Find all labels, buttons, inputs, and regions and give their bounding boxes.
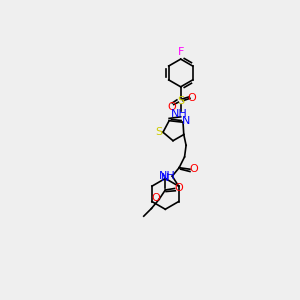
- Text: F: F: [178, 47, 184, 57]
- Text: O: O: [189, 164, 198, 174]
- Text: S: S: [177, 96, 184, 106]
- Text: O: O: [152, 194, 161, 203]
- Text: O: O: [167, 102, 176, 112]
- Text: O: O: [188, 93, 197, 103]
- Text: N: N: [161, 173, 170, 183]
- Text: NH: NH: [171, 109, 188, 119]
- Text: N: N: [182, 116, 190, 127]
- Text: S: S: [156, 127, 163, 137]
- Text: NH: NH: [159, 171, 176, 181]
- Text: O: O: [174, 184, 183, 194]
